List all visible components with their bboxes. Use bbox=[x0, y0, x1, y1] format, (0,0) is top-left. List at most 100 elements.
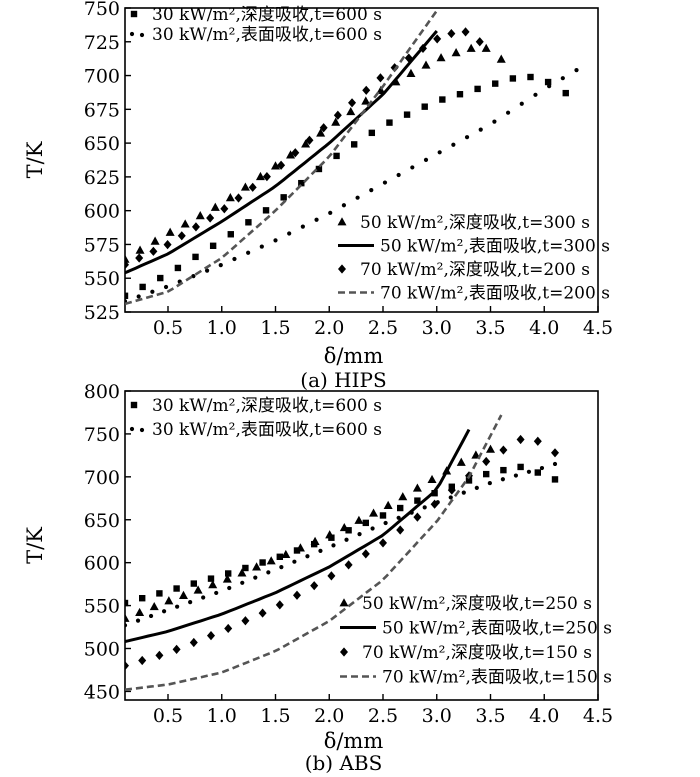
data-point bbox=[422, 505, 427, 510]
data-point bbox=[398, 492, 408, 501]
data-point bbox=[496, 54, 506, 63]
legend-entry: 70 kW/m²,深度吸收,t=150 s bbox=[340, 643, 592, 663]
data-point bbox=[421, 60, 431, 69]
data-point bbox=[447, 28, 456, 39]
series-dash bbox=[125, 414, 503, 691]
data-point bbox=[177, 231, 186, 241]
legend-diamond-symbol bbox=[340, 647, 348, 657]
data-point bbox=[354, 515, 364, 524]
data-point bbox=[161, 609, 167, 614]
data-point bbox=[370, 526, 375, 531]
data-point bbox=[361, 549, 370, 559]
data-point bbox=[344, 537, 349, 542]
data-point bbox=[478, 127, 483, 132]
y-tick-label: 700 bbox=[84, 467, 120, 489]
x-tick-label: 4.0 bbox=[529, 705, 559, 727]
data-point bbox=[574, 68, 579, 73]
series-line bbox=[125, 30, 438, 275]
y-tick-label: 750 bbox=[84, 424, 120, 446]
y-tick-label: 625 bbox=[84, 167, 120, 189]
data-point bbox=[262, 207, 270, 214]
legend-label: 30 kW/m²,表面吸收,t=600 s bbox=[152, 25, 382, 45]
legend-triangle-symbol bbox=[339, 598, 349, 607]
data-point bbox=[414, 497, 421, 504]
series-triangle bbox=[125, 43, 506, 263]
data-point bbox=[180, 219, 190, 228]
x-tick-label: 3.0 bbox=[422, 317, 452, 339]
y-tick-label: 725 bbox=[84, 32, 120, 54]
legend-label: 50 kW/m²,表面吸收,t=300 s bbox=[380, 237, 610, 257]
data-point bbox=[139, 283, 146, 291]
x-tick-label: 2.0 bbox=[314, 705, 344, 727]
data-point bbox=[207, 631, 215, 641]
data-point bbox=[280, 194, 287, 201]
data-point bbox=[547, 84, 552, 89]
data-point bbox=[403, 111, 411, 118]
data-point bbox=[544, 78, 552, 86]
data-point bbox=[178, 590, 188, 600]
data-point bbox=[206, 213, 215, 223]
data-point bbox=[222, 574, 232, 583]
y-tick-label: 525 bbox=[84, 302, 120, 324]
data-point bbox=[379, 512, 387, 519]
data-point bbox=[227, 231, 234, 238]
data-point bbox=[439, 96, 446, 103]
data-point bbox=[259, 559, 266, 566]
data-point bbox=[225, 570, 232, 577]
data-point bbox=[464, 135, 470, 140]
data-point bbox=[410, 165, 415, 170]
data-point bbox=[451, 48, 461, 57]
data-point bbox=[465, 477, 473, 484]
y-tick-label: 800 bbox=[84, 381, 120, 403]
data-point bbox=[397, 504, 404, 512]
data-point bbox=[266, 556, 276, 565]
data-point bbox=[379, 538, 387, 548]
data-point bbox=[386, 119, 393, 126]
data-point bbox=[492, 119, 497, 124]
data-point bbox=[252, 562, 262, 571]
data-point bbox=[423, 157, 429, 162]
data-point bbox=[253, 575, 258, 580]
data-point bbox=[139, 595, 146, 602]
data-point bbox=[279, 564, 284, 570]
data-point bbox=[421, 103, 428, 110]
data-point bbox=[448, 495, 453, 500]
data-point bbox=[369, 188, 374, 193]
data-point bbox=[210, 202, 220, 211]
data-point bbox=[209, 242, 217, 249]
data-point bbox=[281, 549, 291, 559]
data-point bbox=[427, 474, 437, 484]
plot-frame bbox=[124, 390, 599, 701]
data-point bbox=[533, 92, 538, 97]
y-tick-label: 600 bbox=[84, 201, 120, 223]
data-point bbox=[339, 522, 349, 532]
data-point bbox=[275, 600, 284, 610]
data-point bbox=[173, 585, 180, 592]
legend-label: 30 kW/m²,深度吸收,t=600 s bbox=[152, 5, 382, 25]
data-point bbox=[240, 182, 250, 191]
data-point bbox=[192, 253, 199, 261]
legend-square-symbol bbox=[130, 401, 138, 409]
y-tick-label: 550 bbox=[84, 596, 120, 618]
data-point bbox=[157, 274, 164, 282]
plot-frame bbox=[124, 7, 599, 313]
data-point bbox=[552, 461, 558, 467]
data-point bbox=[500, 477, 505, 482]
data-point bbox=[293, 590, 301, 600]
legend-entry: 50 kW/m²,深度吸收,t=250 s bbox=[339, 594, 592, 614]
legend-dot-symbol bbox=[129, 426, 135, 432]
data-point bbox=[447, 485, 456, 495]
data-point bbox=[295, 543, 305, 552]
data-point bbox=[481, 43, 491, 52]
data-point bbox=[258, 608, 267, 618]
x-tick-label: 2.5 bbox=[368, 705, 398, 727]
series-square bbox=[125, 73, 569, 299]
data-point bbox=[418, 43, 427, 54]
data-point bbox=[301, 139, 311, 148]
data-point bbox=[430, 499, 439, 509]
data-point bbox=[245, 219, 252, 226]
data-point bbox=[475, 37, 484, 47]
data-point bbox=[492, 80, 499, 87]
data-point bbox=[396, 515, 401, 520]
